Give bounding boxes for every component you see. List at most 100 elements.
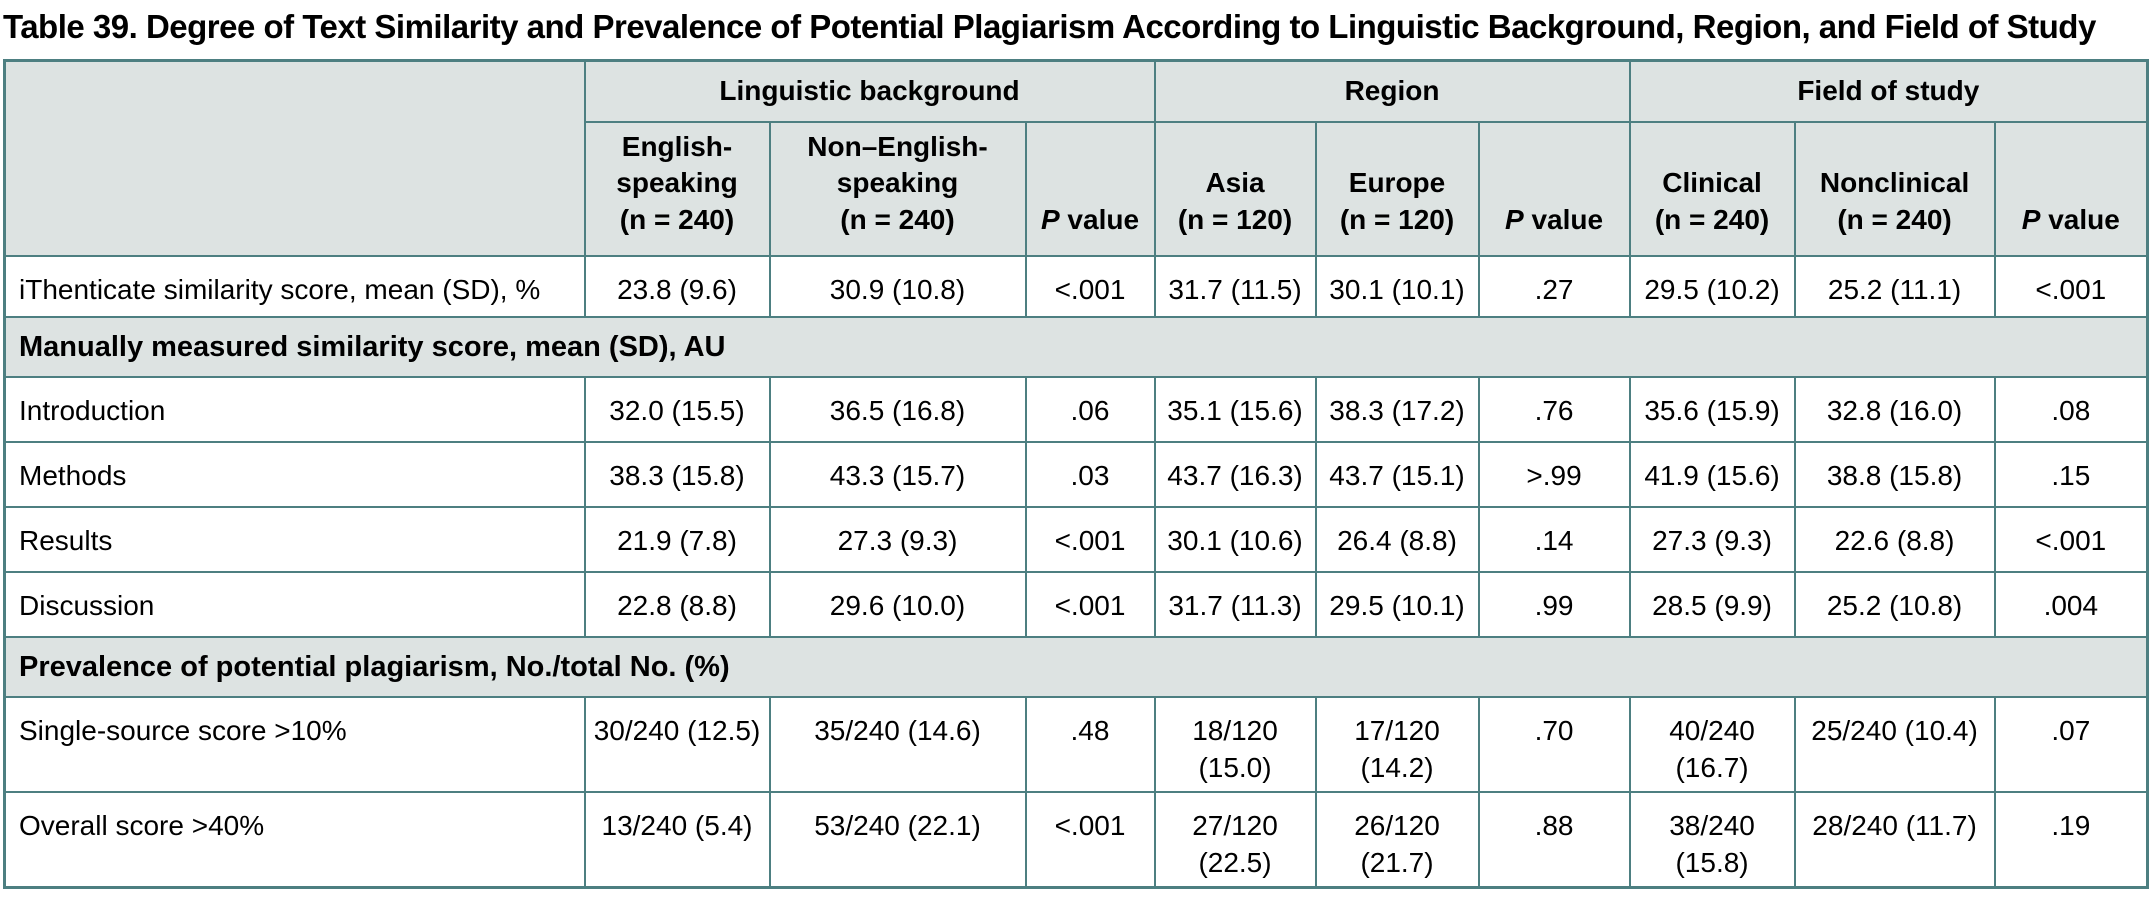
data-cell: 25.2 (11.1) (1793, 255, 1996, 319)
data-cell: .08 (1993, 376, 2149, 444)
column-header-row: English-speaking (n = 240) Non–English-s… (5, 120, 2149, 258)
p-rest: value (1059, 204, 1140, 236)
col-header-p-value-field: P value (1993, 120, 2149, 258)
section-header: Manually measured similarity score, mean… (3, 316, 2149, 379)
data-cell: .03 (1024, 441, 1156, 509)
p-italic: P (2021, 204, 2041, 236)
data-cell: <.001 (1024, 571, 1156, 639)
row-label: Results (3, 506, 586, 574)
data-cell: .004 (1993, 571, 2149, 639)
data-cell: 43.3 (15.7) (768, 441, 1027, 509)
data-cell: <.001 (1993, 255, 2149, 319)
data-cell: 38/240 (15.8) (1628, 791, 1796, 889)
data-cell: 17/120 (14.2) (1314, 696, 1480, 794)
data-cell: <.001 (1993, 506, 2149, 574)
p-italic: P (1504, 204, 1524, 236)
data-cell: 26/120 (21.7) (1314, 791, 1480, 889)
data-cell: .70 (1477, 696, 1631, 794)
data-cell: .06 (1024, 376, 1156, 444)
col-header-asia: Asia (n = 120) (1153, 120, 1317, 258)
row-label: Single-source score >10% (3, 696, 586, 794)
col-header-label: Asia (1205, 167, 1265, 199)
col-header-label: Nonclinical (1819, 167, 1970, 199)
data-cell: 27.3 (9.3) (1628, 506, 1796, 574)
group-header-region: Region (1153, 59, 1631, 123)
data-cell: 35/240 (14.6) (768, 696, 1027, 794)
data-cell: 22.8 (8.8) (583, 571, 771, 639)
data-cell: .19 (1993, 791, 2149, 889)
data-cell: 25.2 (10.8) (1793, 571, 1996, 639)
group-header-linguistic-background: Linguistic background (583, 59, 1156, 123)
col-header-n: (n = 120) (1177, 204, 1293, 236)
col-header-p-value-region: P value (1477, 120, 1631, 258)
data-cell: 27/120 (22.5) (1153, 791, 1317, 889)
data-cell: 29.5 (10.1) (1314, 571, 1480, 639)
col-header-label: Clinical (1662, 167, 1762, 199)
data-cell: <.001 (1024, 255, 1156, 319)
data-cell: 53/240 (22.1) (768, 791, 1027, 889)
table-title: Table 39. Degree of Text Similarity and … (3, 8, 2096, 45)
col-header-europe: Europe (n = 120) (1314, 120, 1480, 258)
data-cell: 41.9 (15.6) (1628, 441, 1796, 509)
data-cell: 43.7 (16.3) (1153, 441, 1317, 509)
data-cell: .88 (1477, 791, 1631, 889)
table-row-ithenticate: iThenticate similarity score, mean (SD),… (3, 255, 2149, 319)
section-header: Prevalence of potential plagiarism, No./… (3, 636, 2149, 699)
data-cell: 28/240 (11.7) (1793, 791, 1996, 889)
p-rest: value (1523, 204, 1604, 236)
col-header-n: (n = 120) (1339, 204, 1455, 236)
col-header-n: (n = 240) (1654, 204, 1770, 236)
col-header-clinical: Clinical (n = 240) (1628, 120, 1796, 258)
table-row-methods: Methods 38.3 (15.8) 43.3 (15.7) .03 43.7… (3, 441, 2149, 509)
data-cell: 38.3 (15.8) (583, 441, 771, 509)
data-cell: 25/240 (10.4) (1793, 696, 1996, 794)
table-row-single-source: Single-source score >10% 30/240 (12.5) 3… (3, 696, 2149, 794)
data-cell: .99 (1477, 571, 1631, 639)
table-row-introduction: Introduction 32.0 (15.5) 36.5 (16.8) .06… (3, 376, 2149, 444)
table-row-discussion: Discussion 22.8 (8.8) 29.6 (10.0) <.001 … (3, 571, 2149, 639)
col-header-non-english-speaking: Non–English-speaking (n = 240) (768, 120, 1027, 258)
data-cell: 35.6 (15.9) (1628, 376, 1796, 444)
data-cell: 32.8 (16.0) (1793, 376, 1996, 444)
data-cell: 36.5 (16.8) (768, 376, 1027, 444)
data-cell: <.001 (1024, 791, 1156, 889)
data-cell: 31.7 (11.5) (1153, 255, 1317, 319)
group-header-field-of-study: Field of study (1628, 59, 2149, 123)
data-cell: 30.9 (10.8) (768, 255, 1027, 319)
data-cell: 18/120 (15.0) (1153, 696, 1317, 794)
data-cell: 21.9 (7.8) (583, 506, 771, 574)
data-cell: >.99 (1477, 441, 1631, 509)
row-label: Discussion (3, 571, 586, 639)
data-cell: .14 (1477, 506, 1631, 574)
col-header-nonclinical: Nonclinical (n = 240) (1793, 120, 1996, 258)
col-header-label: Non–English-speaking (807, 130, 988, 199)
data-cell: 38.8 (15.8) (1793, 441, 1996, 509)
data-cell: 22.6 (8.8) (1793, 506, 1996, 574)
corner-cell (3, 59, 586, 258)
data-cell: 30.1 (10.1) (1314, 255, 1480, 319)
group-header-row: Linguistic background Region Field of st… (3, 59, 2149, 258)
col-header-english-speaking: English-speaking (n = 240) (583, 120, 771, 258)
row-label: iThenticate similarity score, mean (SD),… (3, 255, 586, 319)
p-rest: value (2040, 204, 2120, 236)
data-cell: .27 (1477, 255, 1631, 319)
data-cell: 23.8 (9.6) (583, 255, 771, 319)
col-header-n: (n = 240) (840, 204, 955, 236)
data-cell: .15 (1993, 441, 2149, 509)
data-cell: 27.3 (9.3) (768, 506, 1027, 574)
data-cell: 38.3 (17.2) (1314, 376, 1480, 444)
data-cell: 29.6 (10.0) (768, 571, 1027, 639)
data-cell: 30/240 (12.5) (583, 696, 771, 794)
data-cell: 35.1 (15.6) (1153, 376, 1317, 444)
row-label: Methods (3, 441, 586, 509)
data-cell: 13/240 (5.4) (583, 791, 771, 889)
section-row-manual-similarity: Manually measured similarity score, mean… (3, 316, 2149, 379)
col-header-n: (n = 240) (619, 204, 735, 236)
data-cell: 29.5 (10.2) (1628, 255, 1796, 319)
data-cell: .07 (1993, 696, 2149, 794)
data-cell: 32.0 (15.5) (583, 376, 771, 444)
col-header-n: (n = 240) (1837, 204, 1952, 236)
data-cell: 30.1 (10.6) (1153, 506, 1317, 574)
data-cell: 26.4 (8.8) (1314, 506, 1480, 574)
